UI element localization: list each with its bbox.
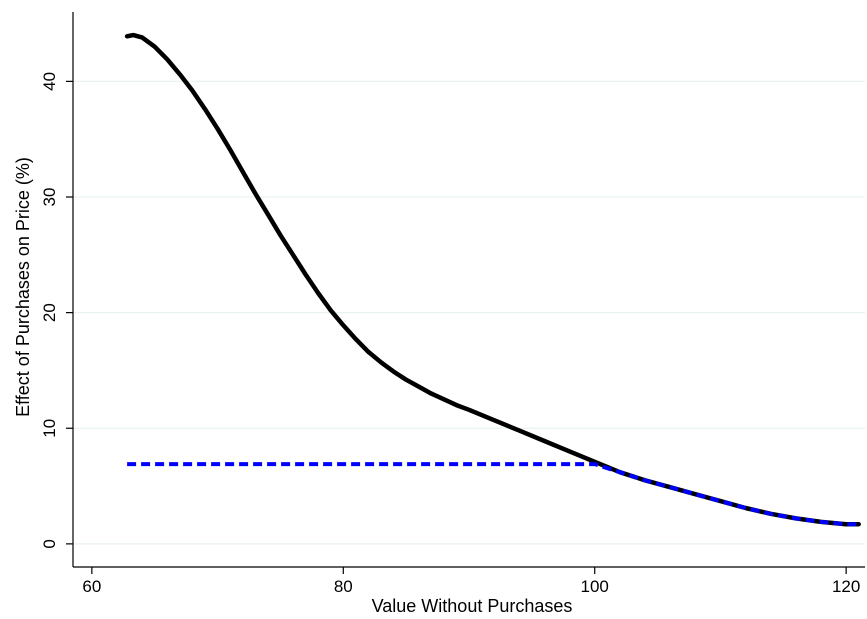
y-tick-label-20: 20 — [40, 303, 59, 322]
y-tick-label-0: 0 — [40, 539, 59, 548]
x-tick-label-120: 120 — [832, 577, 860, 596]
x-tick-label-60: 60 — [82, 577, 101, 596]
y-tick-label-10: 10 — [40, 419, 59, 438]
y-axis-title: Effect of Purchases on Price (%) — [13, 157, 33, 417]
series-group — [124, 32, 861, 527]
gridlines — [73, 80, 865, 545]
x-axis-title: Value Without Purchases — [372, 596, 573, 616]
y-tick-label-40: 40 — [40, 72, 59, 91]
x-tick-label-100: 100 — [581, 577, 609, 596]
axes — [66, 12, 865, 574]
tick-labels: 0 10 20 30 40 60 80 100 120 — [40, 72, 860, 596]
y-tick-label-30: 30 — [40, 188, 59, 207]
series-line-dashed — [127, 462, 859, 527]
x-tick-label-80: 80 — [334, 577, 353, 596]
